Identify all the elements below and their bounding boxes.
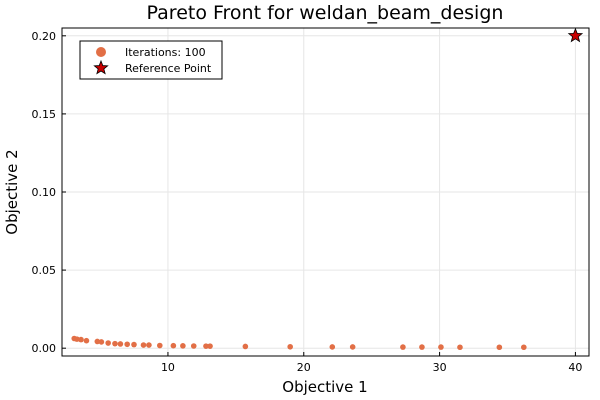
x-tick-label: 40 bbox=[568, 361, 582, 374]
legend-label-reference: Reference Point bbox=[125, 62, 212, 75]
y-tick-label: 0.10 bbox=[32, 186, 57, 199]
legend-label-iterations: Iterations: 100 bbox=[125, 46, 206, 59]
pareto-point bbox=[349, 344, 356, 350]
pareto-point bbox=[74, 336, 80, 342]
pareto-point bbox=[170, 342, 177, 349]
pareto-point bbox=[98, 339, 105, 345]
y-tick-label: 0.05 bbox=[32, 264, 57, 277]
pareto-point bbox=[112, 340, 118, 347]
grid-lines bbox=[62, 28, 589, 356]
pareto-point bbox=[131, 341, 137, 348]
pareto-point bbox=[190, 343, 197, 349]
pareto-point bbox=[124, 341, 130, 348]
pareto-point bbox=[78, 336, 84, 343]
pareto-point bbox=[329, 344, 336, 350]
pareto-point bbox=[207, 343, 213, 349]
y-tick-label: 0.15 bbox=[32, 108, 57, 121]
y-tick-label: 0.20 bbox=[32, 30, 57, 43]
pareto-point bbox=[105, 340, 111, 346]
x-axis-label: Objective 1 bbox=[282, 378, 367, 396]
pareto-point bbox=[117, 341, 124, 347]
y-axis: 0.00 0.05 0.10 0.15 0.20 bbox=[32, 30, 66, 355]
pareto-point bbox=[180, 343, 186, 349]
legend-marker-reference-star bbox=[93, 59, 109, 75]
pareto-point bbox=[438, 344, 444, 350]
data-points bbox=[71, 27, 584, 351]
x-tick-label: 30 bbox=[433, 361, 447, 374]
legend-marker-iterations bbox=[96, 47, 106, 57]
pareto-point bbox=[140, 342, 147, 348]
x-axis: 10 20 30 40 bbox=[161, 352, 582, 374]
pareto-point bbox=[521, 344, 527, 351]
pareto-point bbox=[156, 342, 163, 349]
y-tick-label: 0.00 bbox=[32, 342, 57, 355]
pareto-point bbox=[242, 343, 249, 350]
pareto-point bbox=[400, 344, 406, 350]
pareto-point bbox=[203, 343, 209, 349]
legend-star-shape bbox=[93, 59, 109, 75]
y-axis-label: Objective 2 bbox=[3, 149, 21, 234]
x-tick-label: 10 bbox=[161, 361, 175, 374]
pareto-point bbox=[94, 338, 101, 345]
legend: Iterations: 100 Reference Point bbox=[79, 40, 223, 80]
x-tick-label: 20 bbox=[297, 361, 311, 374]
pareto-point bbox=[287, 343, 293, 350]
pareto-point bbox=[146, 342, 152, 348]
pareto-point bbox=[83, 337, 90, 344]
pareto-point bbox=[419, 344, 425, 350]
pareto-point bbox=[496, 344, 503, 351]
reference-point-star bbox=[567, 27, 584, 43]
pareto-point bbox=[457, 344, 463, 351]
chart-title: Pareto Front for weldan_beam_design bbox=[147, 2, 504, 24]
